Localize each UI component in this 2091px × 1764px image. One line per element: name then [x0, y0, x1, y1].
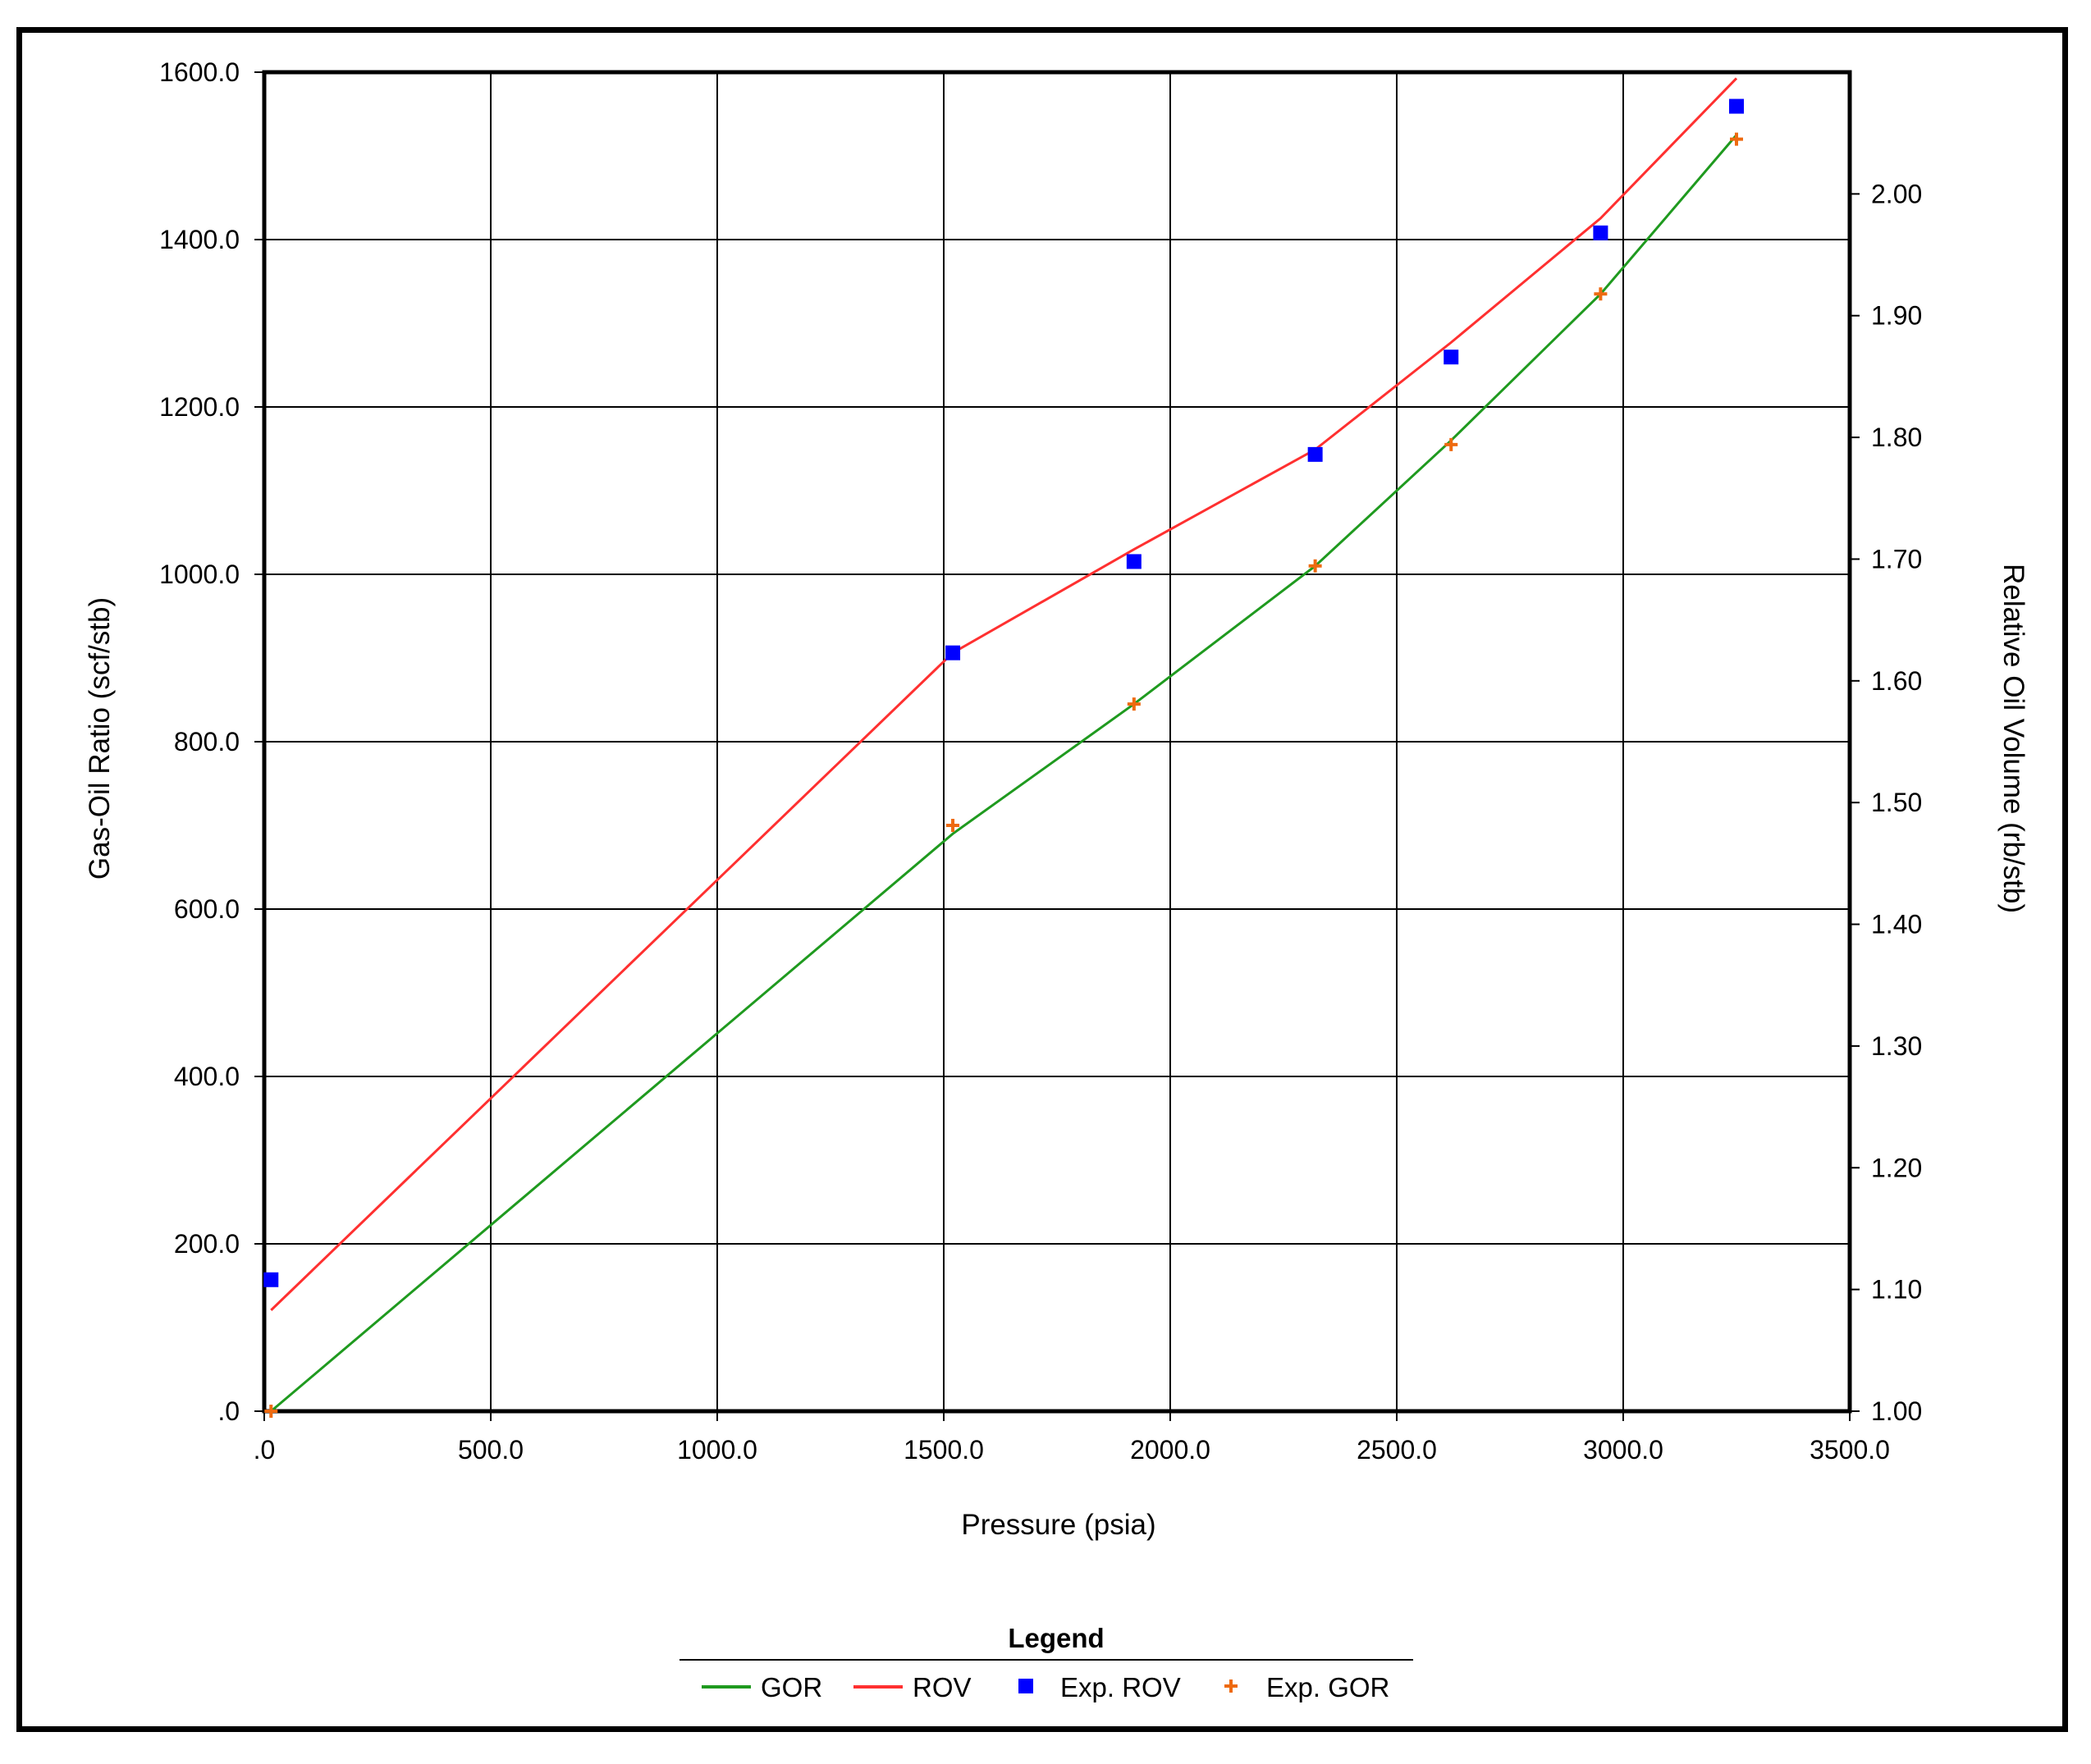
- gridlines: [264, 72, 1850, 1411]
- x-tick-label: 2000.0: [1130, 1435, 1210, 1465]
- y-tick-label: 600.0: [174, 894, 240, 924]
- legend: Legend GOR ROV Exp. ROV Exp. GOR: [679, 1623, 1413, 1702]
- exp-gor-point: [1308, 559, 1322, 573]
- exp-rov-point: [1593, 225, 1608, 240]
- legend-label-exp-rov: Exp. ROV: [1060, 1672, 1181, 1702]
- x-tick-label: 500.0: [458, 1435, 524, 1465]
- y-axis-right-title: Relative Oil Volume (rb/stb): [1997, 564, 2029, 913]
- y-axis-right: 1.00 1.10 1.20 1.30 1.40 1.50 1.60 1.70 1.80 1.90…: [1850, 179, 1922, 1426]
- legend-label-rov: ROV: [913, 1672, 972, 1702]
- y-axis-left-title: Gas-Oil Ratio (scf/stb): [84, 597, 116, 880]
- x-tick-label: 1500.0: [904, 1435, 984, 1465]
- chart-frame: [16, 27, 2068, 1732]
- legend-label-gor: GOR: [761, 1672, 822, 1702]
- y2-tick-label: 1.40: [1871, 910, 1922, 939]
- x-tick-label: 1000.0: [677, 1435, 757, 1465]
- x-axis: .0 500.0 1000.0 1500.0 2000.0 2500.0 3000.0 350…: [254, 1411, 1890, 1465]
- y-axis-left: .0 200.0 400.0 600.0 800.0 1000.0 1200.0 1400.0…: [159, 57, 264, 1426]
- exp-rov-point: [1729, 98, 1744, 114]
- exp-gor-point: [1594, 287, 1608, 301]
- legend-swatch-exp-rov: [1018, 1679, 1033, 1693]
- x-tick-label: .0: [254, 1435, 276, 1465]
- y2-tick-label: 1.50: [1871, 788, 1922, 817]
- series-layer: [263, 77, 1744, 1418]
- exp-rov-point: [1307, 446, 1323, 462]
- exp-gor-point: [946, 819, 960, 832]
- y2-tick-label: 1.70: [1871, 544, 1922, 574]
- y-tick-label: 1400.0: [159, 225, 240, 254]
- y2-tick-label: 1.90: [1871, 301, 1922, 331]
- exp-gor-point: [264, 1405, 278, 1418]
- y-tick-label: 1000.0: [159, 560, 240, 589]
- x-tick-label: 3500.0: [1810, 1435, 1890, 1465]
- x-tick-label: 3000.0: [1583, 1435, 1663, 1465]
- exp-gor-point: [1127, 697, 1141, 711]
- y2-tick-label: 1.10: [1871, 1275, 1922, 1305]
- exp-rov-point: [263, 1272, 279, 1287]
- y2-tick-label: 1.80: [1871, 423, 1922, 452]
- y-tick-label: 800.0: [174, 727, 240, 756]
- y-tick-label: 1200.0: [159, 392, 240, 422]
- y-tick-label: 400.0: [174, 1062, 240, 1091]
- y2-tick-label: 1.30: [1871, 1031, 1922, 1061]
- legend-swatch-exp-gor: [1224, 1679, 1238, 1693]
- y-tick-label: 1600.0: [159, 57, 240, 87]
- y2-tick-label: 1.20: [1871, 1153, 1922, 1182]
- y2-tick-label: 1.60: [1871, 666, 1922, 696]
- legend-label-exp-gor: Exp. GOR: [1266, 1672, 1389, 1702]
- y-tick-label: .0: [217, 1396, 240, 1426]
- exp-gor-point: [1444, 437, 1458, 451]
- y2-tick-label: 1.00: [1871, 1396, 1922, 1426]
- x-axis-title: Pressure (psia): [961, 1509, 1155, 1541]
- legend-title: Legend: [1008, 1623, 1104, 1653]
- exp-gor-point: [1730, 132, 1743, 146]
- exp-rov-point: [1444, 350, 1459, 365]
- y2-tick-label: 2.00: [1871, 179, 1922, 208]
- exp-rov-point: [945, 645, 961, 660]
- x-tick-label: 2500.0: [1357, 1435, 1437, 1465]
- exp-rov-point: [1126, 554, 1142, 569]
- y-tick-label: 200.0: [174, 1229, 240, 1259]
